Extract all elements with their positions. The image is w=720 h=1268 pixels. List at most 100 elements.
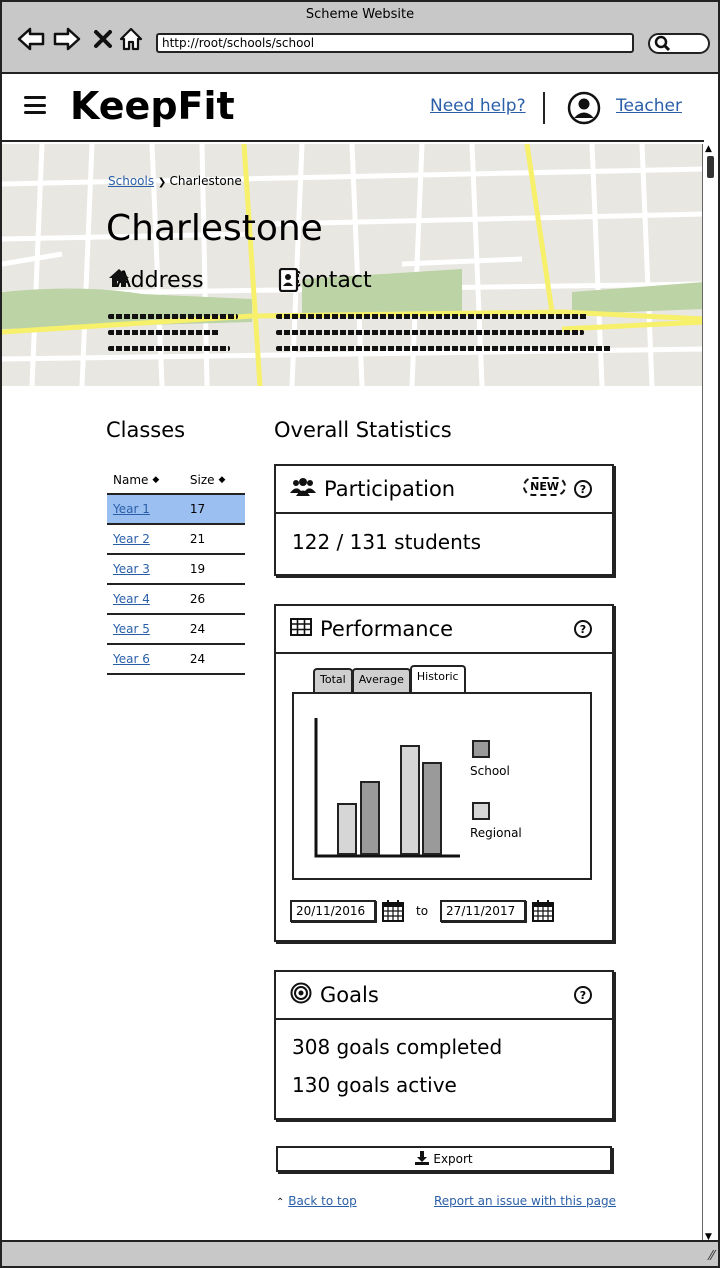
goals-card: Goals ? 308 goals completed 130 goals ac… [274,970,614,1120]
browser-toolbar: Scheme Website http://root/schools/schoo… [0,0,720,74]
class-link[interactable]: Year 2 [113,532,150,546]
forward-arrow-icon[interactable] [52,24,82,54]
goals-body: 308 goals completed 130 goals active [276,1020,612,1120]
table-row[interactable]: Year 6 24 [107,644,245,675]
chevron-right-icon: ❯ [157,177,170,188]
class-link[interactable]: Year 6 [113,652,150,666]
app-header: KeepFit Need help? Teacher [2,74,704,142]
contact-line [276,346,612,351]
app-logo[interactable]: KeepFit [70,84,235,128]
new-badge: NEW [523,477,566,496]
class-link[interactable]: Year 5 [113,622,150,636]
date-to-input[interactable]: 27/11/2017 [440,900,527,922]
scroll-down-icon[interactable]: ▼ [705,1232,712,1242]
url-bar[interactable]: http://root/schools/school [156,33,634,53]
class-size: 24 [183,614,245,645]
participation-card: Participation NEW ? 122 / 131 students [274,464,614,576]
address-line [108,330,220,335]
table-row[interactable]: Year 3 19 [107,554,245,585]
users-icon [290,477,316,501]
help-link[interactable]: Need help? [430,96,526,116]
table-row[interactable]: Year 4 26 [107,584,245,615]
resize-grip-icon[interactable]: ⁄⁄ [709,1249,714,1264]
class-link[interactable]: Year 1 [113,502,150,516]
calendar-icon[interactable] [532,900,555,922]
contact-heading: Contact [278,268,372,293]
table-row[interactable]: Year 2 21 [107,524,245,555]
address-heading: Address [108,268,204,293]
class-size: 17 [183,494,245,525]
goals-active: 130 goals active [292,1073,457,1097]
table-grid-icon [290,618,312,640]
bar-chart [314,718,460,858]
calendar-icon[interactable] [382,900,404,922]
target-icon [290,982,312,1008]
help-icon[interactable]: ? [574,986,592,1004]
contact-heading-label: Contact [286,268,372,293]
browser-status-bar: ⁄⁄ [0,1240,720,1268]
chevron-up-icon: ⌃ [276,1197,285,1208]
address-line [108,314,238,319]
date-from-input[interactable]: 20/11/2016 [290,900,376,922]
close-icon[interactable] [88,24,118,54]
tab-average[interactable]: Average [351,668,411,692]
goals-completed: 308 goals completed [292,1035,503,1059]
user-menu-link[interactable]: Teacher [616,96,682,116]
bar-school [422,762,442,855]
user-avatar-icon[interactable] [567,91,601,125]
address-line [108,346,230,351]
bar-regional [400,745,420,855]
bar-regional [337,803,357,855]
back-arrow-icon[interactable] [16,24,46,54]
date-to-label: to [416,904,429,918]
export-label: Export [433,1152,473,1166]
help-icon[interactable]: ? [574,480,592,498]
participation-value: 122 / 131 students [292,530,482,554]
export-button[interactable]: Export [276,1146,612,1172]
column-header-size[interactable]: Size ◆ [183,466,245,495]
home-icon[interactable] [116,24,146,54]
school-hero: Schools ❯ Charlestone Charlestone Addres… [2,144,704,386]
legend-swatch-school [472,740,490,758]
bar-school [360,781,380,855]
tab-total[interactable]: Total [313,668,353,692]
help-icon[interactable]: ? [574,620,592,638]
browser-viewport: KeepFit Need help? Teacher [0,72,720,1242]
class-size: 26 [183,584,245,615]
class-size: 24 [183,644,245,675]
vertical-scrollbar[interactable]: ▲ ▼ [702,144,718,1242]
class-size: 21 [183,524,245,555]
breadcrumb-link-schools[interactable]: Schools [108,174,155,188]
class-link[interactable]: Year 3 [113,562,150,576]
sort-icon[interactable]: ◆ [218,475,226,485]
legend-label-school: School [470,764,510,778]
contact-line [276,314,588,319]
sort-icon[interactable]: ◆ [152,475,160,485]
performance-tabs: Total Average Historic [313,665,466,692]
class-link[interactable]: Year 4 [113,592,150,606]
browser-search-box[interactable] [648,33,710,54]
card-title: Goals [320,983,379,1007]
legend-swatch-regional [472,802,490,820]
statistics-heading: Overall Statistics [274,418,452,442]
card-header: Performance ? [276,606,612,654]
card-header: Participation NEW ? [276,466,612,514]
report-issue-link[interactable]: Report an issue with this page [434,1194,616,1208]
window-title: Scheme Website [305,7,415,22]
tab-historic[interactable]: Historic [409,665,466,692]
table-row[interactable]: Year 5 24 [107,614,245,645]
breadcrumb-current: Charlestone [169,174,242,188]
header-divider [543,92,545,124]
back-to-top-link[interactable]: ⌃ Back to top [276,1194,357,1208]
scroll-thumb[interactable] [707,156,714,178]
legend-label-regional: Regional [470,826,522,840]
hamburger-menu-icon[interactable] [24,96,46,114]
date-range: 20/11/2016 to 27/11/2017 [290,900,555,922]
classes-heading: Classes [106,418,186,442]
performance-chart: School Regional [292,692,592,880]
scroll-up-icon[interactable]: ▲ [705,144,712,154]
download-icon [415,1150,430,1168]
column-header-name[interactable]: Name ◆ [107,466,184,495]
class-size: 19 [183,554,245,585]
table-row[interactable]: Year 1 17 [107,494,245,525]
